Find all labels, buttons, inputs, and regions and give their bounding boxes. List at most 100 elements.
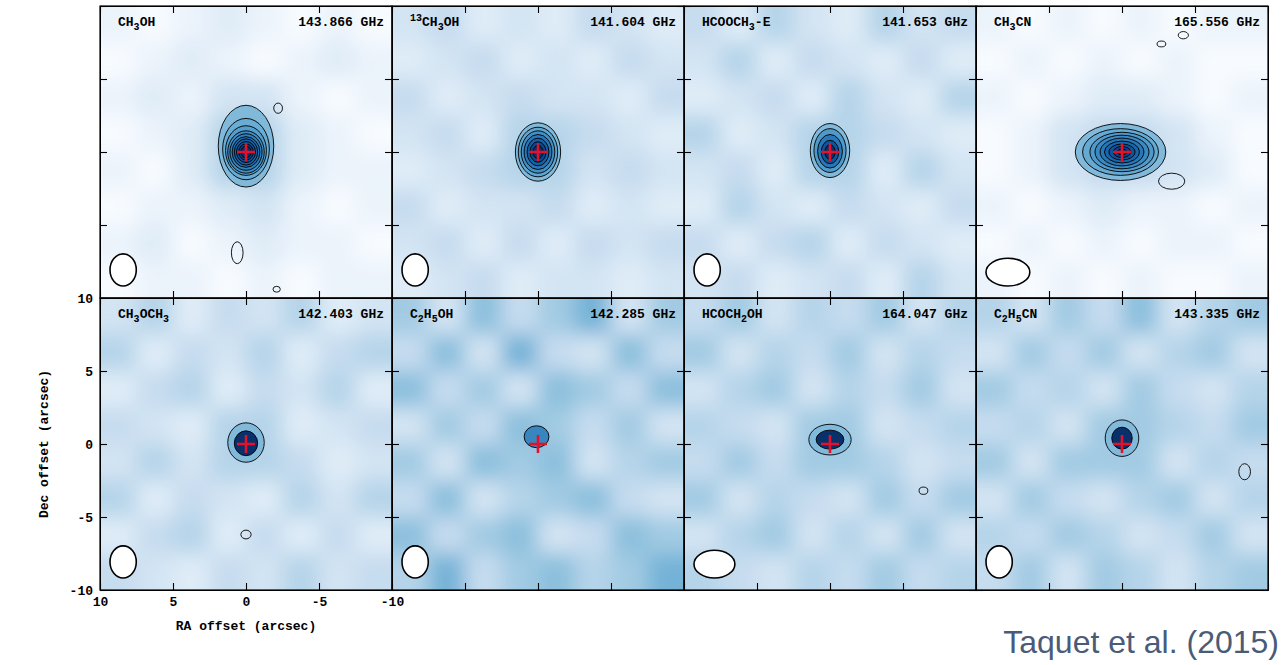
- tick-mark: [392, 225, 399, 226]
- intensity-map: [100, 298, 392, 590]
- map-cell: [1195, 554, 1233, 591]
- map-cell: [429, 116, 467, 154]
- plot-background: [684, 298, 976, 590]
- y-axis-title: Dec offset (arcsec): [37, 370, 52, 518]
- tick: -5: [77, 511, 107, 526]
- map-cell: [684, 408, 722, 446]
- map-cell: [867, 371, 905, 409]
- axis-line: [101, 299, 108, 591]
- contour-island: [231, 242, 243, 264]
- map-cell: [429, 189, 467, 227]
- map-cell: [940, 262, 977, 299]
- map-cell: [1013, 43, 1051, 81]
- map-cell: [100, 335, 138, 373]
- axis-line: [393, 299, 400, 591]
- map-cell: [392, 43, 430, 81]
- intensity-map: [684, 6, 976, 298]
- map-cell: [137, 152, 175, 190]
- tick: [538, 583, 539, 590]
- tick: [976, 517, 983, 518]
- map-cell: [903, 408, 941, 446]
- map-cell: [611, 43, 649, 81]
- map-cell: [794, 517, 832, 555]
- map-cell: [100, 371, 138, 409]
- map-cell: [830, 262, 868, 299]
- map-cell: [173, 6, 211, 44]
- map-cell: [757, 43, 795, 81]
- tick-mark: [465, 291, 466, 298]
- panel-frequency: 142.285 GHz: [590, 307, 676, 322]
- map-cell: [137, 298, 175, 336]
- tick-mark: [392, 517, 399, 518]
- map-cell: [210, 298, 248, 336]
- map-cell: [1049, 335, 1087, 373]
- map-cell: [1013, 152, 1051, 190]
- map-cell: [1195, 43, 1233, 81]
- tick: [1122, 291, 1123, 298]
- axis-line: [685, 291, 977, 299]
- tick-mark: [246, 583, 247, 590]
- map-cell: [940, 481, 977, 519]
- map-cell: [137, 371, 175, 409]
- map-cell: [1195, 225, 1233, 263]
- tick-mark: [976, 298, 983, 299]
- map-cell: [1232, 481, 1269, 519]
- tick: [1049, 583, 1050, 590]
- map-cell: [173, 79, 211, 117]
- tick-mark: [976, 517, 983, 518]
- axis-line: [393, 583, 685, 591]
- map-cell: [794, 43, 832, 81]
- map-cell: [611, 408, 649, 446]
- contour-island: [1157, 41, 1166, 47]
- axis-line: [385, 7, 393, 299]
- tick: [1261, 517, 1268, 518]
- map-cell: [137, 335, 175, 373]
- tick-mark: [538, 583, 539, 590]
- map-cell: [721, 189, 759, 227]
- map-cell: [283, 554, 321, 591]
- map-cell: [210, 262, 248, 299]
- map-cell: [757, 554, 795, 591]
- map-cell: [940, 371, 977, 409]
- tick: [757, 583, 758, 590]
- map-cell: [538, 444, 576, 482]
- tick: [830, 298, 831, 305]
- axis-line: [977, 299, 984, 591]
- tick-mark: [1049, 6, 1050, 13]
- map-cell: [283, 116, 321, 154]
- map-cell: [1195, 371, 1233, 409]
- map-cell: [429, 444, 467, 482]
- tick-mark: [465, 6, 466, 13]
- map-cell: [757, 262, 795, 299]
- map-cell: [392, 79, 430, 117]
- map-cell: [1049, 517, 1087, 555]
- axis-line: [969, 7, 977, 299]
- map-cell: [1086, 6, 1124, 44]
- axis-x: 1050-5-10: [93, 583, 405, 610]
- tick: [976, 152, 983, 153]
- axis-line: [977, 7, 1269, 14]
- map-cell: [1232, 444, 1269, 482]
- map-cell: [1195, 262, 1233, 299]
- axis-line: [393, 7, 685, 14]
- map-cell: [538, 298, 576, 336]
- tick: [976, 298, 983, 299]
- panel: HCOOCH3-E141.653 GHz: [644, 0, 1017, 339]
- tick-mark: [538, 6, 539, 13]
- contour: [1104, 141, 1139, 163]
- map-cell: [903, 335, 941, 373]
- axis-x: [685, 298, 977, 305]
- tick-mark: [100, 79, 107, 80]
- tick: [1261, 152, 1268, 153]
- map-cell: [611, 79, 649, 117]
- axis-line: [685, 299, 977, 306]
- panel-title: 13CH3OH: [410, 13, 459, 33]
- panel: C2H5CN143.335 GHz: [936, 258, 1287, 631]
- map-cell: [684, 189, 722, 227]
- map-cell: [575, 189, 613, 227]
- contour: [809, 424, 851, 455]
- map-cell: [867, 262, 905, 299]
- map-cell: [100, 6, 138, 44]
- map-cell: [356, 444, 393, 482]
- map-cell: [1159, 262, 1197, 299]
